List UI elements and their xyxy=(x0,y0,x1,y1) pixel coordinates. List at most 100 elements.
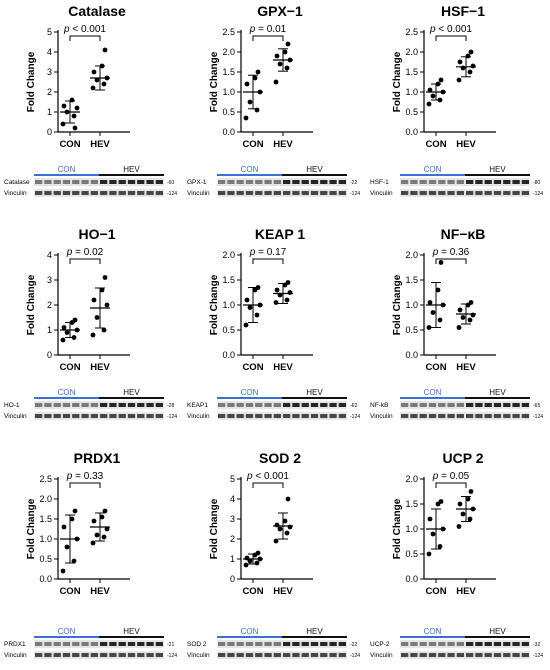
blot-band xyxy=(245,653,254,657)
data-point xyxy=(274,53,280,59)
blot-row-label: Vinculin xyxy=(4,413,27,420)
blot-band xyxy=(100,191,108,195)
blot-band xyxy=(456,403,464,407)
data-point xyxy=(440,526,446,532)
blot-band xyxy=(155,653,163,657)
blot-band xyxy=(447,180,455,184)
data-point xyxy=(69,516,75,522)
x-tick-label: CON xyxy=(425,586,446,597)
data-point xyxy=(470,506,476,512)
blot-band xyxy=(137,653,145,657)
data-point xyxy=(102,275,108,280)
x-tick-label: CON xyxy=(59,362,80,373)
data-point xyxy=(273,538,279,544)
blot-band xyxy=(329,403,337,407)
y-tick-label: 0.0 xyxy=(405,127,418,137)
significance-bracket xyxy=(252,482,284,488)
significance-bracket xyxy=(69,35,101,41)
blot-band xyxy=(118,642,126,646)
blot-band xyxy=(53,653,61,657)
data-point xyxy=(64,109,70,115)
blot-band xyxy=(428,414,437,418)
blot-band xyxy=(521,653,529,657)
data-point xyxy=(254,107,260,113)
data-point xyxy=(284,297,290,303)
data-point xyxy=(255,550,261,556)
data-point xyxy=(91,69,97,75)
blot-band xyxy=(292,642,300,646)
p-value: = 0.33 xyxy=(72,471,103,482)
blot-band xyxy=(35,653,43,657)
data-point xyxy=(247,99,253,105)
blot-band xyxy=(35,180,43,184)
blot-band xyxy=(90,403,98,407)
y-tick-label: 2.0 xyxy=(39,494,52,504)
y-tick-label: 5 xyxy=(230,474,235,484)
blot-band xyxy=(338,180,346,184)
blot-band xyxy=(81,180,89,184)
blot-band xyxy=(53,403,61,407)
y-tick-label: 2.0 xyxy=(405,474,418,484)
blot-band xyxy=(90,191,98,195)
blot-band xyxy=(137,191,145,195)
blot-band xyxy=(255,653,263,657)
blot-group-label: HEV xyxy=(306,627,323,636)
blot-band xyxy=(227,642,235,646)
y-tick-label: 2.0 xyxy=(222,47,235,57)
blot-band xyxy=(493,180,502,184)
blot-band xyxy=(410,403,418,407)
blot-band xyxy=(338,403,346,407)
data-point xyxy=(438,260,444,265)
blot-group-label: HEV xyxy=(123,627,140,636)
data-point xyxy=(456,325,462,330)
y-tick-label: 1.0 xyxy=(39,534,52,544)
chart-title: SOD 2 xyxy=(259,450,301,466)
blot-band xyxy=(428,642,437,646)
blot-band xyxy=(419,403,427,407)
y-tick-label: 0.5 xyxy=(405,549,418,559)
blot-band xyxy=(245,414,254,418)
data-point xyxy=(465,53,471,59)
blot-band xyxy=(245,180,254,184)
blot-band xyxy=(310,180,319,184)
blot-band xyxy=(456,642,464,646)
blot-band xyxy=(137,642,145,646)
blot-band xyxy=(283,191,291,195)
scatter-chart: SOD 2 Fold Change 0 1 2 3 4 5 CON HEV p < 0.001 xyxy=(209,450,313,597)
molecular-weight-label: -124 xyxy=(350,653,360,659)
data-point xyxy=(430,310,436,315)
blot-band xyxy=(109,191,117,195)
data-point xyxy=(104,75,110,81)
data-point xyxy=(427,300,433,305)
blot-band xyxy=(100,414,108,418)
blot-row-label: SOD 2 xyxy=(187,641,207,648)
blot-band xyxy=(329,180,337,184)
data-point xyxy=(435,81,441,87)
blot-band xyxy=(493,414,502,418)
blot-band xyxy=(419,642,427,646)
blot-band xyxy=(447,653,455,657)
molecular-weight-label: -62 xyxy=(350,403,357,409)
blot-band xyxy=(283,403,291,407)
blot-band xyxy=(466,653,474,657)
blot-group-label: HEV xyxy=(306,388,323,397)
p-value: = 0.01 xyxy=(255,24,286,35)
blot-band xyxy=(401,180,409,184)
data-point xyxy=(468,489,474,494)
y-axis-label: Fold Change xyxy=(392,274,403,335)
data-point xyxy=(430,531,436,537)
blot-band xyxy=(456,180,464,184)
blot-band xyxy=(264,403,272,407)
y-tick-label: 2.0 xyxy=(222,250,235,260)
blot-row-label: Vinculin xyxy=(4,652,27,659)
data-point xyxy=(243,562,249,568)
blot-band xyxy=(475,414,483,418)
y-tick-label: 1.5 xyxy=(222,67,235,77)
molecular-weight-label: -65 xyxy=(533,403,540,409)
data-point xyxy=(60,121,66,127)
y-tick-label: 2.5 xyxy=(405,27,418,37)
blot-band xyxy=(227,191,235,195)
y-axis-label: Fold Change xyxy=(209,498,220,559)
blot-band xyxy=(301,180,309,184)
data-point xyxy=(426,325,432,330)
